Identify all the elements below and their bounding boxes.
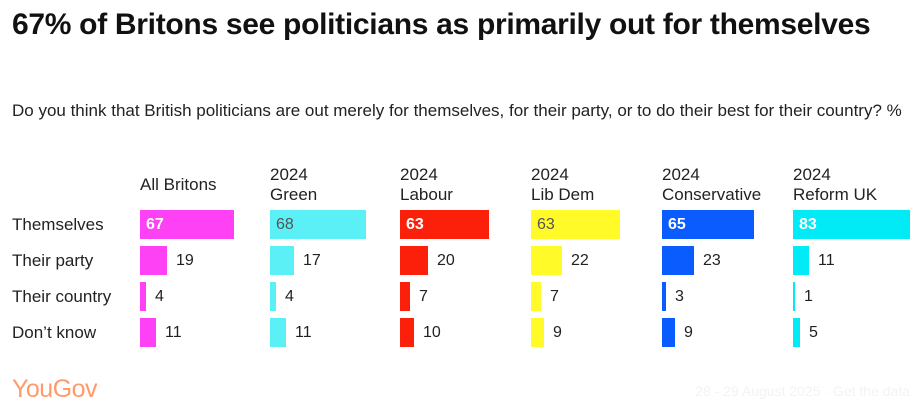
bar <box>531 246 562 275</box>
bar <box>400 210 489 239</box>
data-label: 11 <box>165 324 182 341</box>
data-label: 67 <box>146 216 164 233</box>
data-label: 65 <box>668 216 686 233</box>
bar <box>793 318 800 347</box>
data-label: 17 <box>303 252 321 269</box>
bar <box>140 210 234 239</box>
row-label: Their party <box>12 251 94 270</box>
bar <box>400 282 410 311</box>
data-label: 1 <box>804 288 813 305</box>
bar <box>662 246 694 275</box>
data-label: 9 <box>553 324 562 341</box>
bar <box>793 210 910 239</box>
data-label: 19 <box>176 252 194 269</box>
data-label: 3 <box>675 288 684 305</box>
row-label: Don’t know <box>12 323 97 342</box>
data-label: 4 <box>155 288 164 305</box>
data-label: 9 <box>684 324 693 341</box>
bar <box>662 210 754 239</box>
footer-source-link[interactable]: 28 - 29 August 2025 · Get the data <box>695 383 910 399</box>
bar <box>140 318 156 347</box>
bar <box>531 318 544 347</box>
bar <box>662 282 666 311</box>
bar <box>270 282 276 311</box>
chart-title: 67% of Britons see politicians as primar… <box>12 8 871 41</box>
bar <box>270 318 286 347</box>
row-label: Their country <box>12 287 112 306</box>
yougov-logo: YouGov <box>12 375 98 403</box>
bar <box>140 282 146 311</box>
data-label: 11 <box>818 252 835 269</box>
data-label: 7 <box>550 288 559 305</box>
series-header: All Britons <box>140 175 217 194</box>
bar <box>270 210 366 239</box>
chart-subtitle: Do you think that British politicians ar… <box>12 101 902 120</box>
data-label: 68 <box>276 216 294 233</box>
series-header: 2024 Reform UK <box>793 165 878 204</box>
bar <box>400 246 428 275</box>
data-label: 23 <box>703 252 721 269</box>
bar <box>793 282 795 311</box>
series-header: 2024 Green <box>270 165 318 204</box>
data-label: 10 <box>423 324 441 341</box>
data-label: 83 <box>799 216 817 233</box>
bar <box>531 210 620 239</box>
data-label: 63 <box>406 216 424 233</box>
series-header: 2024 Lib Dem <box>531 165 595 204</box>
data-label: 22 <box>571 252 589 269</box>
data-label: 11 <box>295 324 312 341</box>
data-label: 7 <box>419 288 428 305</box>
data-label: 20 <box>437 252 455 269</box>
bar <box>140 246 167 275</box>
data-label: 4 <box>285 288 294 305</box>
bar <box>531 282 541 311</box>
bar <box>270 246 294 275</box>
data-label: 63 <box>537 216 555 233</box>
data-label: 5 <box>809 324 818 341</box>
bar <box>662 318 675 347</box>
series-header: 2024 Labour <box>400 165 453 204</box>
bar <box>793 246 809 275</box>
series-header: 2024 Conservative <box>662 165 762 204</box>
bar <box>400 318 414 347</box>
row-label: Themselves <box>12 215 104 234</box>
